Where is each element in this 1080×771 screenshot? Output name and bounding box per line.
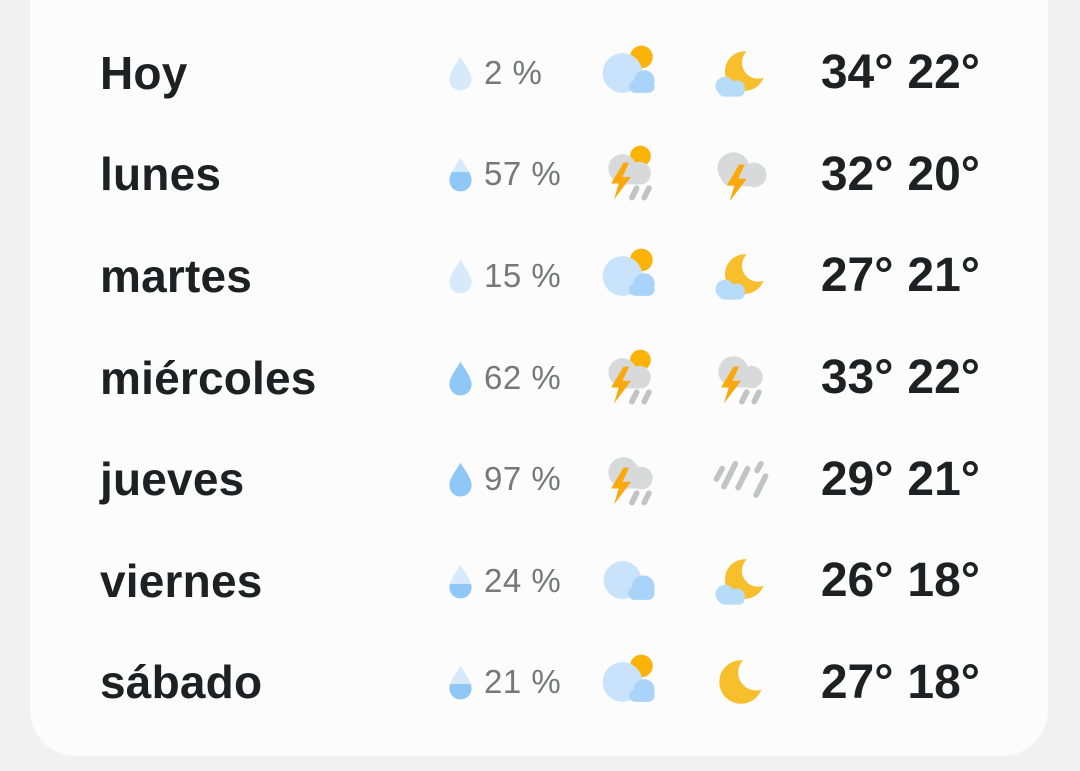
- precipitation-percent: 97 %: [484, 460, 562, 498]
- precipitation: 57 %: [447, 155, 597, 193]
- storm-rain-icon: [597, 445, 665, 513]
- forecast-row[interactable]: jueves 97 % 29° 21°: [30, 428, 1048, 530]
- daily-forecast-card: Hoy 2 % 34° 22°: [30, 0, 1048, 756]
- precipitation-percent: 57 %: [484, 155, 562, 193]
- storm-sun-rain-icon: [597, 344, 665, 412]
- high-temp: 29°: [820, 452, 894, 506]
- precipitation-percent: 21 %: [484, 663, 562, 701]
- day-label: miércoles: [100, 351, 317, 404]
- day-label: sábado: [100, 656, 263, 709]
- temperatures: 32° 20°: [775, 147, 980, 202]
- cloud-moon-icon: [707, 242, 775, 310]
- temperatures: 27° 18°: [775, 655, 980, 710]
- daily-forecast-list: Hoy 2 % 34° 22°: [30, 22, 1048, 733]
- day-label: viernes: [100, 554, 263, 607]
- day-label: jueves: [100, 453, 245, 506]
- droplet-icon: [447, 563, 474, 599]
- precipitation: 21 %: [447, 663, 597, 701]
- low-temp: 21°: [907, 249, 980, 303]
- rain-icon: [707, 445, 775, 513]
- temperatures: 34° 22°: [775, 45, 980, 100]
- low-temp: 20°: [907, 147, 980, 201]
- temperatures: 27° 21°: [775, 248, 980, 303]
- high-temp: 26°: [820, 554, 894, 608]
- high-temp: 33°: [820, 351, 894, 405]
- precipitation-percent: 15 %: [484, 256, 562, 294]
- droplet-icon: [447, 461, 474, 497]
- precipitation-percent: 2 %: [484, 53, 543, 91]
- high-temp: 34°: [820, 46, 894, 100]
- forecast-row[interactable]: viernes 24 % 26° 18°: [30, 530, 1048, 632]
- forecast-row[interactable]: martes 15 % 27° 21°: [30, 225, 1048, 327]
- precipitation-percent: 62 %: [484, 358, 562, 396]
- day-label: martes: [100, 249, 253, 302]
- low-temp: 22°: [907, 351, 980, 405]
- precipitation: 24 %: [447, 562, 597, 600]
- precipitation: 15 %: [447, 257, 597, 295]
- storm-sun-rain-icon: [597, 140, 665, 208]
- low-temp: 18°: [907, 655, 980, 709]
- cloud-sun-icon: [597, 648, 665, 716]
- precipitation: 62 %: [447, 359, 597, 397]
- droplet-icon: [447, 258, 474, 294]
- forecast-row[interactable]: lunes 57 % 32° 20°: [30, 124, 1048, 226]
- forecast-row[interactable]: Hoy 2 % 34° 22°: [30, 22, 1048, 124]
- day-label: lunes: [100, 148, 222, 201]
- cloud-moon-icon: [707, 547, 775, 615]
- droplet-icon: [447, 55, 474, 91]
- cloud-sun-icon: [597, 242, 665, 310]
- droplet-icon: [447, 360, 474, 396]
- low-temp: 21°: [907, 452, 980, 506]
- temperatures: 26° 18°: [775, 553, 980, 608]
- moon-icon: [707, 648, 775, 716]
- precipitation: 97 %: [447, 460, 597, 498]
- droplet-icon: [447, 156, 474, 192]
- forecast-row[interactable]: sábado 21 % 27° 18°: [30, 632, 1048, 734]
- cloud-icon: [597, 547, 665, 615]
- precipitation-percent: 24 %: [484, 561, 562, 599]
- high-temp: 27°: [820, 655, 894, 709]
- day-label: Hoy: [100, 46, 188, 99]
- cloud-moon-icon: [707, 39, 775, 107]
- forecast-row[interactable]: miércoles 62 % 33° 22°: [30, 327, 1048, 429]
- storm-icon: [707, 140, 775, 208]
- temperatures: 33° 22°: [775, 350, 980, 405]
- low-temp: 22°: [907, 46, 980, 100]
- cloud-sun-icon: [597, 39, 665, 107]
- precipitation: 2 %: [447, 54, 597, 92]
- high-temp: 27°: [820, 249, 894, 303]
- high-temp: 32°: [820, 147, 894, 201]
- low-temp: 18°: [907, 554, 980, 608]
- droplet-icon: [447, 664, 474, 700]
- temperatures: 29° 21°: [775, 452, 980, 507]
- storm-rain-icon: [707, 344, 775, 412]
